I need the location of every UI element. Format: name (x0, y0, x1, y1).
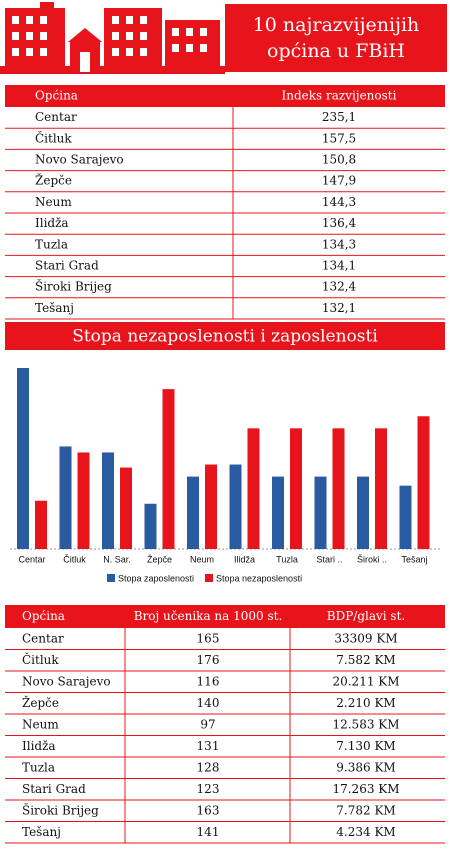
cell: 2.210 KM (336, 696, 395, 710)
cell: Tuzla (22, 760, 55, 774)
cell: 7.582 KM (336, 653, 395, 667)
title-box (225, 4, 447, 72)
bar (120, 467, 132, 549)
cell: 132,1 (322, 301, 356, 315)
column-header: Općina (22, 609, 65, 623)
cell: 176 (197, 653, 220, 667)
cell: 150,8 (322, 153, 356, 167)
x-tick-label: Tuzla (276, 554, 298, 564)
bar (17, 368, 29, 549)
bar (144, 503, 157, 549)
cell: 134,1 (322, 259, 356, 273)
chart-title-bar (5, 322, 445, 350)
bar (229, 464, 242, 549)
cell: Centar (35, 110, 77, 124)
cell: Novo Sarajevo (35, 153, 124, 167)
x-tick-label: Stari .. (316, 554, 342, 564)
cell: 20.211 KM (332, 674, 399, 688)
bar (357, 476, 369, 549)
x-tick-label: Centar (18, 554, 45, 564)
cell: 165 (197, 631, 220, 645)
title-line: općina u FBiH (267, 40, 405, 62)
bar (77, 452, 90, 549)
cell: Ilidža (35, 216, 69, 230)
cell: 4.234 KM (336, 825, 395, 839)
cell: 128 (197, 760, 220, 774)
bar (314, 476, 327, 549)
cell: 163 (197, 803, 220, 817)
legend-label: Stopa zaposlenosti (118, 573, 194, 583)
bar (332, 428, 345, 549)
cell: 116 (197, 674, 220, 688)
cell: Neum (35, 195, 72, 209)
header-illustration (0, 2, 225, 74)
cell: 147,9 (322, 174, 356, 188)
x-tick-label: Tešanj (401, 554, 427, 564)
table-header (5, 85, 445, 107)
cell: Ilidža (22, 739, 56, 753)
x-tick-label: Ilidža (234, 554, 255, 564)
cell: Tešanj (22, 825, 61, 839)
column-header: Broj učenika na 1000 st. (134, 609, 283, 623)
cell: Neum (22, 717, 59, 731)
legend-swatch (205, 574, 213, 582)
cell: 157,5 (322, 131, 356, 145)
x-tick-label: Čitluk (63, 554, 86, 564)
legend-swatch (107, 574, 115, 582)
cell: 131 (197, 739, 220, 753)
cell: 235,1 (322, 110, 356, 124)
title-line: 10 najrazvijenijih (253, 14, 420, 36)
cell: Široki Brijeg (22, 801, 99, 817)
bar (417, 416, 430, 549)
chart-title: Stopa nezaposlenosti i zaposlenosti (72, 327, 378, 347)
cell: 132,4 (322, 280, 357, 294)
bar (272, 476, 284, 549)
cell: Stari Grad (22, 782, 86, 796)
cell: Stari Grad (35, 259, 99, 273)
cell: Žepče (35, 173, 72, 188)
bar (102, 452, 114, 549)
bar (290, 428, 302, 549)
cell: 97 (200, 717, 215, 731)
cell: 17.263 KM (332, 782, 399, 796)
cell: Novo Sarajevo (22, 674, 111, 688)
bar (399, 485, 412, 549)
cell: 136,4 (322, 216, 357, 230)
cell: 144,3 (322, 195, 356, 209)
x-tick-label: Neum (190, 554, 214, 564)
x-tick-label: N. Sar. (103, 554, 131, 564)
column-header: Općina (35, 89, 78, 103)
cell: Žepče (22, 695, 59, 710)
cell: 123 (197, 782, 220, 796)
table-header (5, 605, 445, 628)
cell: 12.583 KM (332, 717, 399, 731)
cell: 134,3 (322, 237, 356, 251)
cell: 7.130 KM (336, 739, 395, 753)
legend-label: Stopa nezaposlenosti (216, 573, 302, 583)
x-tick-label: Žepče (147, 554, 172, 564)
x-tick-label: Široki .. (357, 554, 387, 564)
cell: Tešanj (35, 301, 74, 315)
bar (375, 428, 387, 549)
cell: Tuzla (35, 237, 68, 251)
cell: Široki Brijeg (35, 278, 112, 294)
cell: 141 (197, 825, 220, 839)
bar (59, 446, 72, 549)
cell: 140 (197, 696, 220, 710)
column-header: BDP/glavi st. (327, 609, 405, 623)
cell: 33309 KM (334, 631, 397, 645)
bar (35, 500, 47, 549)
bar (187, 476, 199, 549)
cell: Čitluk (35, 129, 72, 145)
cell: 7.782 KM (336, 803, 395, 817)
column-header: Indeks razvijenosti (282, 89, 397, 103)
cell: Centar (22, 631, 64, 645)
bar (205, 464, 217, 549)
cell: Čitluk (22, 651, 59, 667)
cell: 9.386 KM (336, 760, 395, 774)
bar (162, 389, 175, 549)
bar (247, 428, 260, 549)
